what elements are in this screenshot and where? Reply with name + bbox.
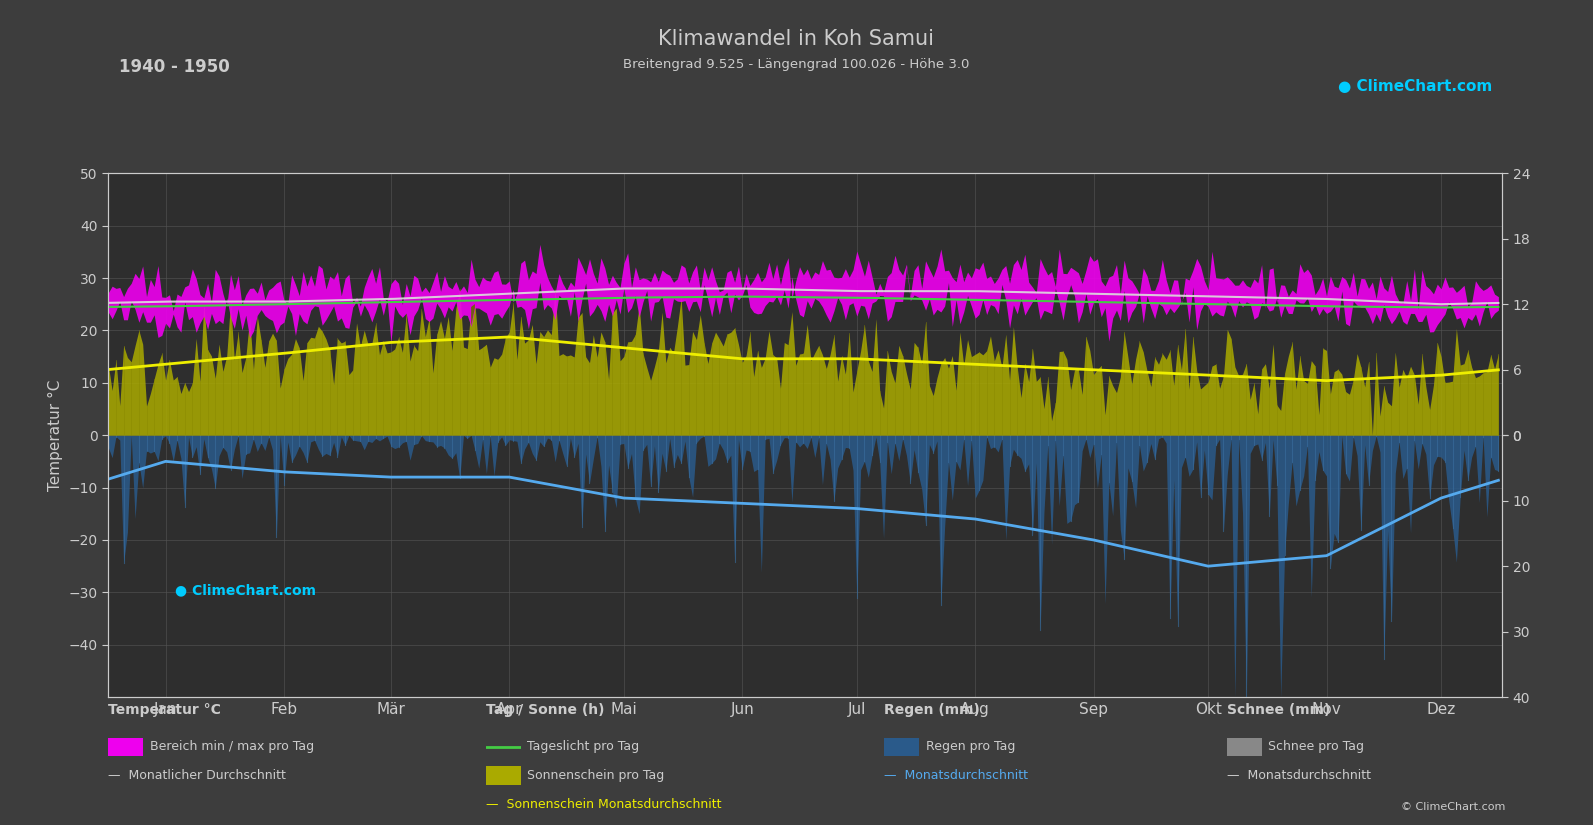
Text: Regen (mm): Regen (mm)	[884, 703, 980, 717]
Text: Schnee (mm): Schnee (mm)	[1227, 703, 1330, 717]
Text: Klimawandel in Koh Samui: Klimawandel in Koh Samui	[658, 29, 935, 49]
Text: —  Sonnenschein Monatsdurchschnitt: — Sonnenschein Monatsdurchschnitt	[486, 798, 722, 811]
Text: Sonnenschein pro Tag: Sonnenschein pro Tag	[527, 769, 664, 782]
Text: ● ClimeChart.com: ● ClimeChart.com	[1338, 79, 1493, 94]
Text: Bereich min / max pro Tag: Bereich min / max pro Tag	[150, 740, 314, 753]
Text: Temperatur °C: Temperatur °C	[108, 703, 221, 717]
Text: Breitengrad 9.525 - Längengrad 100.026 - Höhe 3.0: Breitengrad 9.525 - Längengrad 100.026 -…	[623, 58, 970, 71]
Text: 1940 - 1950: 1940 - 1950	[119, 58, 231, 76]
Text: —  Monatsdurchschnitt: — Monatsdurchschnitt	[1227, 769, 1370, 782]
Text: —  Monatsdurchschnitt: — Monatsdurchschnitt	[884, 769, 1027, 782]
Y-axis label: Temperatur °C: Temperatur °C	[48, 380, 64, 491]
Text: —  Monatlicher Durchschnitt: — Monatlicher Durchschnitt	[108, 769, 287, 782]
Text: Tageslicht pro Tag: Tageslicht pro Tag	[527, 740, 639, 753]
Text: Regen pro Tag: Regen pro Tag	[926, 740, 1015, 753]
Text: ● ClimeChart.com: ● ClimeChart.com	[175, 583, 317, 596]
Text: Schnee pro Tag: Schnee pro Tag	[1268, 740, 1364, 753]
Text: © ClimeChart.com: © ClimeChart.com	[1400, 802, 1505, 812]
Text: Tag / Sonne (h): Tag / Sonne (h)	[486, 703, 604, 717]
